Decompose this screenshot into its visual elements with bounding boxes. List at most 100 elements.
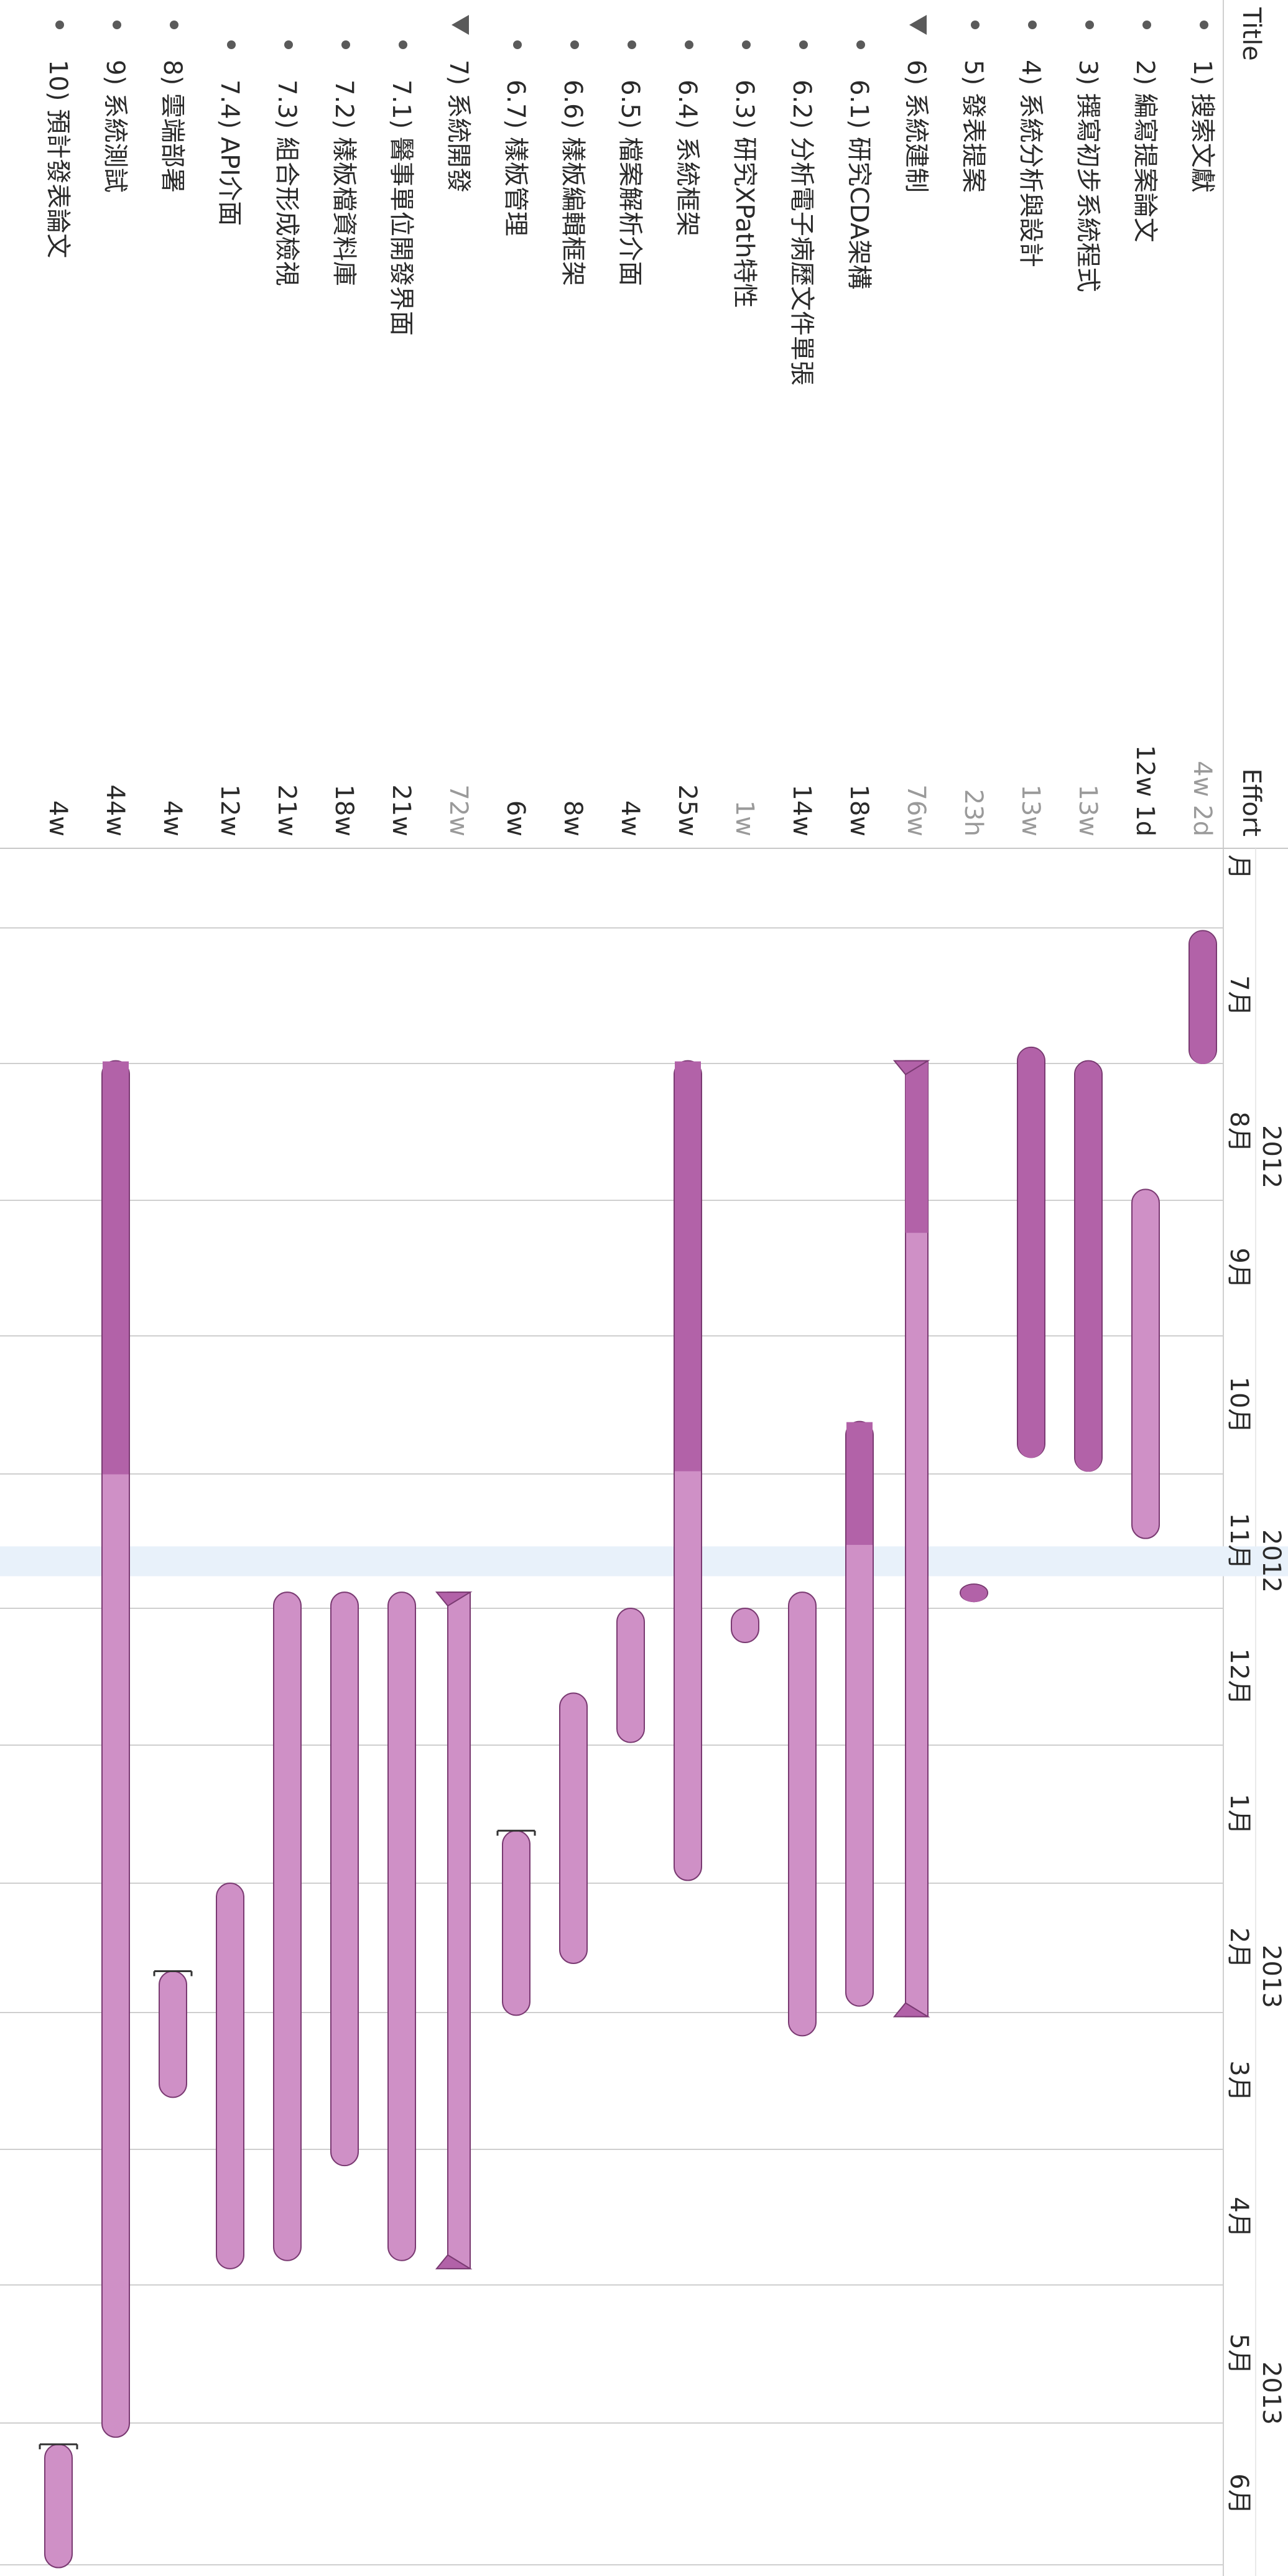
- task-row[interactable]: 4) 系統分析與設計 13w: [1016, 21, 1045, 1458]
- month-label: 6月: [1225, 2473, 1253, 2514]
- effort-column-header[interactable]: Effort: [1237, 769, 1266, 836]
- task-effort[interactable]: 13w: [1073, 784, 1102, 836]
- task-row[interactable]: 3) 撰寫初步系統程式 13w: [1073, 21, 1103, 1472]
- task-title-text: 發表提案: [959, 93, 988, 193]
- task-title[interactable]: 7.1) 醫事單位開發界面: [387, 80, 415, 336]
- bullet-icon: [1142, 21, 1151, 29]
- bullet-icon: [284, 40, 293, 49]
- task-title-text: 雲端部署: [158, 93, 187, 193]
- task-effort[interactable]: 1w: [730, 800, 759, 836]
- task-title[interactable]: 7.4) API介面: [215, 80, 244, 226]
- task-progress: [846, 1422, 873, 1545]
- task-effort[interactable]: 4w: [158, 800, 187, 836]
- task-effort[interactable]: 13w: [1016, 784, 1045, 836]
- task-effort[interactable]: 76w: [902, 784, 930, 836]
- task-row[interactable]: 10) 預計發表論文 4w: [39, 21, 78, 2569]
- task-effort[interactable]: 25w: [673, 784, 702, 836]
- task-effort[interactable]: 23h: [959, 789, 988, 836]
- task-title[interactable]: 6.6) 樣板編輯框架: [558, 80, 587, 286]
- task-progress: [1190, 931, 1216, 1064]
- task-row[interactable]: 6.7) 樣板管理 6w: [496, 40, 536, 2016]
- bullet-icon: [1085, 21, 1094, 29]
- task-effort[interactable]: 8w: [558, 800, 587, 836]
- task-title[interactable]: 6.4) 系統框架: [673, 80, 702, 236]
- task-effort[interactable]: 6w: [501, 800, 530, 836]
- start-constraint-marker: [153, 1970, 193, 1976]
- task-row[interactable]: 5) 發表提案 23h: [959, 21, 988, 1603]
- task-title[interactable]: 10) 預計發表論文: [44, 60, 72, 258]
- task-bar[interactable]: [559, 1692, 588, 1964]
- task-bar[interactable]: [731, 1608, 759, 1643]
- bullet-icon: [113, 21, 121, 29]
- task-title[interactable]: 6.2) 分析電子病歷文件單張: [787, 80, 816, 386]
- task-row[interactable]: 2) 編寫提案論文 12w 1d: [1131, 21, 1160, 1539]
- task-title[interactable]: 7) 系統開發: [444, 60, 473, 193]
- task-title[interactable]: 7.2) 樣板檔資料庫: [330, 80, 358, 286]
- task-title[interactable]: 1) 搜索文獻: [1188, 60, 1216, 193]
- task-row[interactable]: 6.4) 系統框架 25w: [673, 40, 702, 1881]
- task-effort[interactable]: 12w 1d: [1131, 745, 1159, 836]
- task-effort[interactable]: 18w: [330, 784, 358, 836]
- title-column-header[interactable]: Title: [1237, 7, 1266, 61]
- task-effort[interactable]: 21w: [272, 784, 301, 836]
- task-row[interactable]: 6.6) 樣板編輯框架 8w: [558, 40, 588, 1964]
- task-title[interactable]: 3) 撰寫初步系統程式: [1073, 60, 1102, 292]
- task-effort[interactable]: 14w: [787, 784, 816, 836]
- task-bar[interactable]: [159, 1970, 187, 2098]
- task-number: 5): [959, 60, 988, 93]
- month-label: 4月: [1225, 2197, 1253, 2237]
- task-row[interactable]: 9) 系統測試 44w: [101, 21, 130, 2438]
- task-row[interactable]: 8) 雲端部署 4w: [153, 21, 193, 2098]
- month-label: 8月: [1225, 1111, 1253, 1152]
- task-bar[interactable]: [616, 1608, 645, 1743]
- task-row[interactable]: 6.5) 檔案解析介面 4w: [616, 40, 645, 1743]
- task-row[interactable]: 6) 系統建制 76w: [892, 15, 930, 2018]
- group-summary-bar[interactable]: [447, 1591, 471, 2269]
- task-effort[interactable]: 4w: [44, 800, 72, 836]
- task-bar[interactable]: [330, 1591, 359, 2167]
- disclosure-triangle-icon[interactable]: [452, 15, 469, 35]
- task-title[interactable]: 8) 雲端部署: [158, 60, 187, 193]
- bullet-icon: [170, 21, 178, 29]
- task-effort[interactable]: 4w: [616, 800, 644, 836]
- task-row[interactable]: 7.1) 醫事單位開發界面 21w: [387, 40, 416, 2261]
- task-title[interactable]: 7.3) 組合形成檢視: [272, 80, 301, 286]
- task-bar[interactable]: [845, 1420, 874, 2007]
- bullet-icon: [685, 40, 693, 49]
- task-title[interactable]: 6.3) 研究XPath特性: [730, 80, 759, 308]
- task-effort[interactable]: 12w: [215, 784, 244, 836]
- task-row[interactable]: 6.1) 研究CDA架構 18w: [845, 40, 874, 2007]
- task-title[interactable]: 6.1) 研究CDA架構: [845, 80, 873, 289]
- task-row[interactable]: 7.3) 組合形成檢視 21w: [272, 40, 302, 2261]
- task-bar[interactable]: [387, 1591, 416, 2261]
- today-column-highlight: [0, 1546, 1288, 1577]
- task-effort[interactable]: 72w: [444, 784, 473, 836]
- task-row[interactable]: 7.2) 樣板檔資料庫 18w: [330, 40, 359, 2167]
- task-title[interactable]: 6) 系統建制: [902, 60, 930, 193]
- task-row[interactable]: 6.3) 研究XPath特性 1w: [730, 40, 759, 1643]
- task-title[interactable]: 4) 系統分析與設計: [1016, 60, 1045, 267]
- task-bar[interactable]: [273, 1591, 302, 2261]
- task-title[interactable]: 5) 發表提案: [959, 60, 988, 193]
- task-row[interactable]: 1) 搜索文獻 4w 2d: [1188, 21, 1217, 1064]
- task-effort[interactable]: 18w: [845, 784, 873, 836]
- task-title[interactable]: 6.7) 樣板管理: [501, 80, 530, 236]
- task-row[interactable]: 7.4) API介面 12w: [215, 40, 244, 2269]
- disclosure-triangle-icon[interactable]: [909, 15, 927, 35]
- task-bar[interactable]: [502, 1830, 530, 2016]
- task-title[interactable]: 2) 編寫提案論文: [1131, 60, 1159, 243]
- task-number: 10): [44, 60, 72, 109]
- task-row[interactable]: 7) 系統開發 72w: [435, 15, 473, 2269]
- task-bar[interactable]: [216, 1883, 244, 2269]
- task-progress: [961, 1585, 987, 1603]
- task-row[interactable]: 6.2) 分析電子病歷文件單張 14w: [787, 40, 817, 2037]
- task-title[interactable]: 9) 系統測試: [101, 60, 129, 193]
- task-effort[interactable]: 4w 2d: [1188, 761, 1216, 836]
- task-effort[interactable]: 44w: [101, 784, 129, 836]
- task-bar[interactable]: [788, 1591, 817, 2037]
- task-effort[interactable]: 21w: [387, 784, 415, 836]
- task-title[interactable]: 6.5) 檔案解析介面: [616, 80, 644, 286]
- task-progress: [1075, 1061, 1101, 1472]
- task-bar[interactable]: [1131, 1188, 1160, 1539]
- task-bar[interactable]: [44, 2444, 73, 2569]
